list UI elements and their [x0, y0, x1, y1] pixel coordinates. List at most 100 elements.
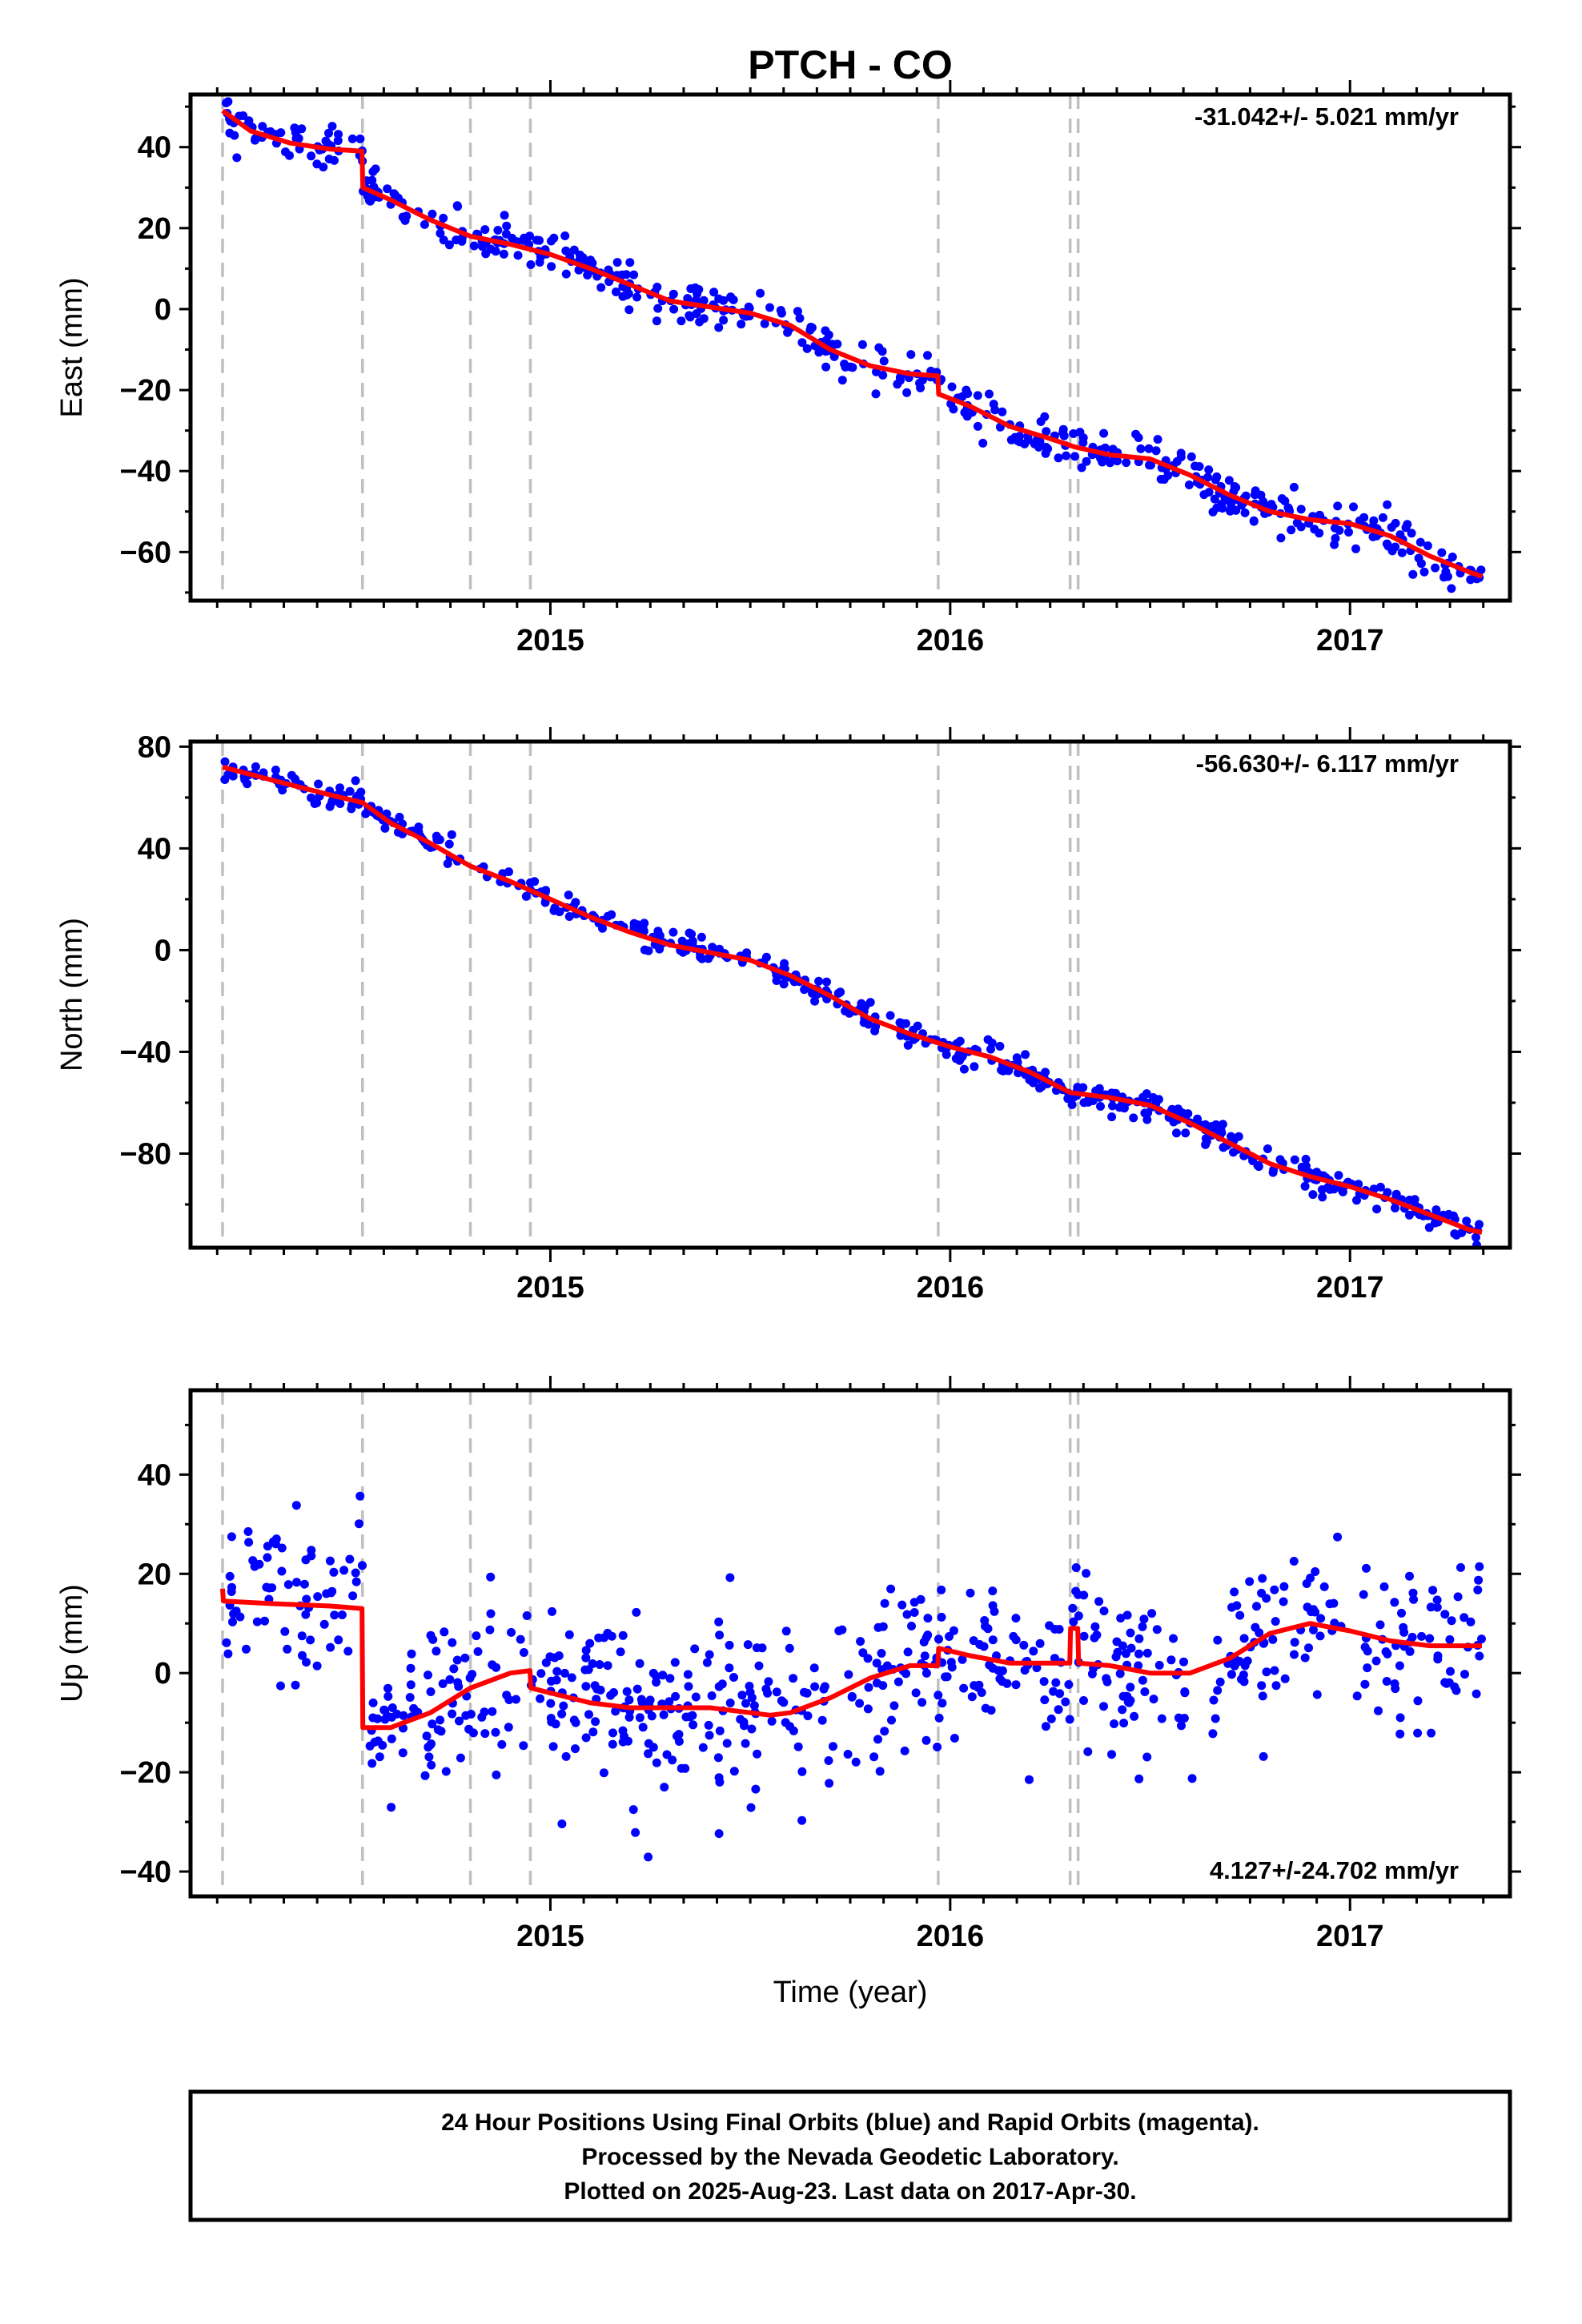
up-data-point — [752, 1643, 761, 1653]
east-data-point — [481, 249, 491, 259]
up-data-point — [1440, 1610, 1450, 1619]
north-data-point — [669, 927, 678, 937]
east-data-point — [989, 400, 998, 409]
up-data-point — [1040, 1695, 1050, 1705]
north-y-tick-label: −80 — [120, 1137, 171, 1171]
east-data-point — [1287, 525, 1296, 535]
east-data-point — [1437, 548, 1447, 557]
up-data-point — [559, 1701, 568, 1711]
east-data-point — [502, 221, 512, 231]
north-data-point — [251, 762, 260, 771]
north-fit-line — [222, 764, 1483, 1235]
up-data-point — [1177, 1721, 1186, 1731]
up-data-point — [406, 1680, 416, 1690]
up-data-point — [227, 1532, 236, 1542]
up-data-point — [921, 1633, 931, 1642]
up-data-point — [1427, 1728, 1436, 1738]
east-data-point — [1401, 523, 1411, 533]
up-data-point — [618, 1630, 628, 1640]
east-data-point — [347, 134, 357, 143]
up-data-point — [967, 1692, 977, 1702]
up-data-point — [659, 1710, 669, 1719]
up-data-point — [702, 1658, 712, 1667]
up-data-point — [934, 1691, 943, 1700]
east-data-point — [947, 382, 957, 392]
up-data-point — [988, 1586, 998, 1596]
east-data-point — [333, 136, 343, 146]
up-data-point — [584, 1710, 593, 1719]
east-data-point — [1241, 491, 1251, 501]
up-data-point — [934, 1634, 943, 1644]
east-data-point — [596, 283, 606, 292]
up-data-point — [1169, 1634, 1178, 1643]
up-data-point — [638, 1723, 648, 1732]
up-data-point — [751, 1784, 761, 1794]
east-data-point — [877, 347, 887, 356]
up-data-point — [863, 1654, 873, 1663]
up-data-point — [1413, 1728, 1423, 1738]
up-data-point — [571, 1744, 580, 1754]
up-data-point — [1397, 1608, 1406, 1618]
up-data-point — [707, 1691, 717, 1700]
up-data-point — [1099, 1702, 1108, 1711]
east-data-point — [756, 288, 765, 298]
up-data-point — [844, 1670, 853, 1679]
up-data-point — [276, 1681, 285, 1691]
up-data-point — [564, 1630, 574, 1639]
east-data-point — [1122, 458, 1131, 468]
up-data-point — [291, 1680, 300, 1690]
north-x-tick-label: 2017 — [1316, 1271, 1384, 1305]
north-data-point — [335, 783, 344, 793]
up-data-point — [950, 1734, 959, 1743]
north-data-point — [697, 932, 706, 942]
east-data-point — [765, 303, 774, 312]
up-data-point — [1122, 1610, 1132, 1620]
up-data-point — [1121, 1649, 1130, 1659]
up-data-point — [754, 1661, 764, 1671]
up-data-point — [406, 1663, 416, 1673]
east-data-point — [802, 344, 812, 353]
up-data-point — [1134, 1774, 1144, 1783]
up-data-point — [291, 1501, 301, 1510]
up-data-point — [877, 1649, 886, 1658]
up-data-point — [1208, 1729, 1218, 1739]
up-data-point — [432, 1647, 441, 1656]
east-data-point — [1395, 530, 1405, 540]
up-data-point — [313, 1592, 323, 1602]
up-data-point — [644, 1749, 653, 1759]
up-data-point — [312, 1661, 322, 1671]
up-data-point — [337, 1610, 347, 1619]
up-data-point — [671, 1691, 681, 1701]
east-data-point — [1136, 444, 1146, 453]
north-data-point — [1114, 1103, 1124, 1112]
up-data-point — [1270, 1666, 1279, 1675]
east-data-point — [962, 412, 972, 421]
east-data-point — [223, 97, 233, 107]
up-data-point — [424, 1752, 434, 1762]
east-data-point — [1151, 446, 1161, 456]
up-data-point — [911, 1688, 921, 1698]
east-data-point — [1075, 428, 1085, 437]
up-data-point — [225, 1571, 235, 1581]
north-data-point — [1391, 1189, 1401, 1199]
east-data-point — [319, 163, 328, 172]
x-axis-label: Time (year) — [773, 1976, 928, 2009]
up-data-point — [1154, 1660, 1164, 1670]
up-data-point — [665, 1697, 674, 1707]
up-data-point — [561, 1751, 571, 1761]
east-data-point — [469, 241, 479, 251]
up-data-point — [1055, 1689, 1065, 1699]
north-y-tick-label: 80 — [138, 730, 171, 764]
north-data-point — [779, 979, 789, 989]
up-data-point — [452, 1655, 462, 1665]
up-data-point — [1115, 1669, 1125, 1679]
up-data-point — [1142, 1648, 1152, 1658]
up-data-point — [903, 1647, 913, 1657]
up-data-point — [365, 1741, 375, 1751]
east-data-point — [1231, 483, 1241, 493]
up-data-point — [652, 1678, 661, 1687]
up-data-point — [777, 1696, 786, 1706]
east-data-point — [1191, 461, 1200, 471]
north-data-point — [312, 798, 322, 808]
up-data-point — [1466, 1617, 1476, 1626]
